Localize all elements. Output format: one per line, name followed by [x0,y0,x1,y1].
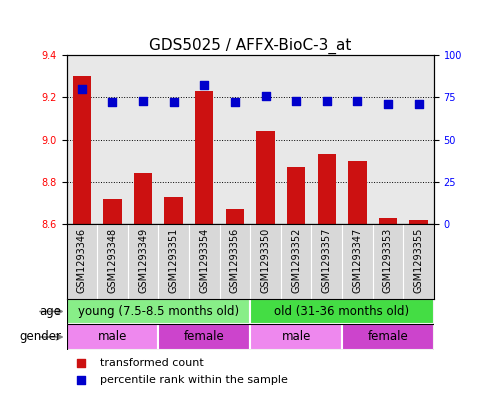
Point [262,92,270,99]
Bar [317,154,336,224]
Bar [134,173,152,224]
Text: GSM1293352: GSM1293352 [291,228,301,293]
Text: female: female [184,331,225,343]
Bar [195,91,213,224]
Text: young (7.5-8.5 months old): young (7.5-8.5 months old) [78,305,239,318]
Text: male: male [98,331,127,343]
Text: GSM1293351: GSM1293351 [169,228,178,293]
Bar [250,324,342,350]
Point [323,97,331,104]
Bar [348,161,366,224]
Bar [165,196,183,224]
Text: GSM1293354: GSM1293354 [199,228,210,293]
Text: GSM1293350: GSM1293350 [260,228,271,293]
Bar [67,324,158,350]
Bar [67,299,250,324]
Text: GSM1293346: GSM1293346 [77,228,87,293]
Text: GSM1293353: GSM1293353 [383,228,393,293]
Title: GDS5025 / AFFX-BioC-3_at: GDS5025 / AFFX-BioC-3_at [149,37,352,54]
Text: GSM1293357: GSM1293357 [322,228,332,293]
Text: GSM1293347: GSM1293347 [352,228,362,293]
Bar [409,220,428,224]
Point [77,359,85,365]
Text: GSM1293348: GSM1293348 [107,228,117,293]
Text: male: male [282,331,311,343]
Point [77,377,85,384]
Text: gender: gender [20,331,62,343]
Bar [250,299,434,324]
Bar [379,218,397,224]
Text: GSM1293349: GSM1293349 [138,228,148,293]
Point [292,97,300,104]
Point [415,101,423,107]
Point [353,97,361,104]
Point [200,82,208,88]
Bar [104,198,122,224]
Text: age: age [39,305,62,318]
Text: GSM1293356: GSM1293356 [230,228,240,293]
Text: female: female [368,331,408,343]
Text: old (31-36 months old): old (31-36 months old) [275,305,410,318]
Bar [72,76,91,224]
Bar [287,167,305,224]
Text: GSM1293355: GSM1293355 [414,228,423,293]
Point [231,99,239,105]
Point [170,99,177,105]
Bar [342,324,434,350]
Text: transformed count: transformed count [100,358,203,367]
Bar [256,131,275,224]
Point [108,99,116,105]
Bar [226,209,244,224]
Point [78,86,86,92]
Point [384,101,392,107]
Point [139,97,147,104]
Bar [158,324,250,350]
Text: percentile rank within the sample: percentile rank within the sample [100,375,287,385]
